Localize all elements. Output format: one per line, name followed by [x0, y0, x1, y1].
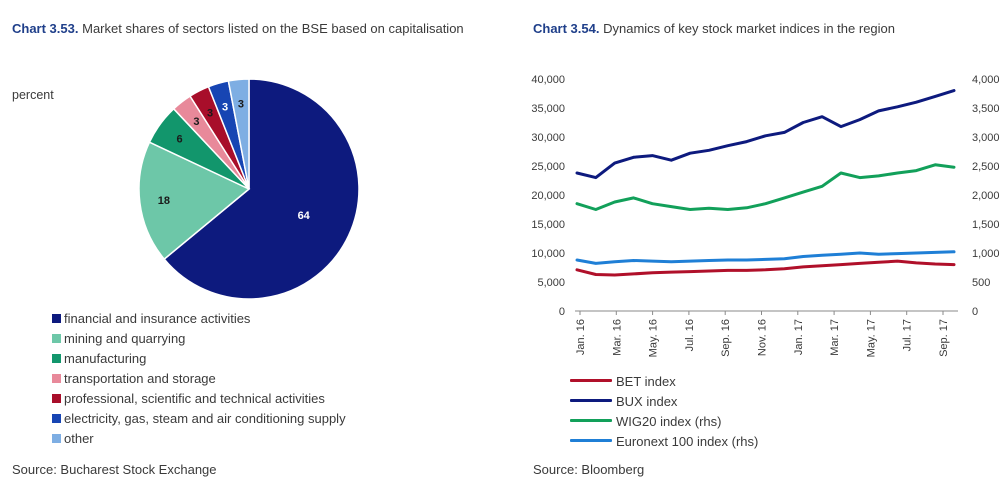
chart-number: Chart 3.54.	[533, 21, 600, 36]
series-line	[575, 89, 956, 180]
legend-swatch	[52, 334, 61, 343]
legend-item: WIG20 index (rhs)	[570, 412, 758, 432]
pie-slice	[163, 78, 360, 300]
y-right-tick-label: 3,000	[972, 132, 1000, 144]
x-tick-label: Jan. 17	[793, 319, 805, 355]
series-line	[575, 250, 956, 265]
pie-legend: financial and insurance activities mining…	[52, 309, 346, 449]
x-tick-label: Jul. 16	[684, 319, 696, 351]
legend-swatch	[52, 374, 61, 383]
x-tick-label: Nov. 16	[757, 319, 769, 356]
chart-panel-index-dynamics: Chart 3.54. Dynamics of key stock market…	[515, 0, 1000, 481]
y-right-tick-label: 1,500	[972, 219, 1000, 231]
legend-swatch	[570, 399, 612, 402]
y-right-tick-label: 0	[972, 306, 978, 318]
y-left-tick-label: 40,000	[531, 74, 565, 86]
y-left-tick-label: 0	[559, 306, 565, 318]
legend-label: mining and quarrying	[64, 331, 186, 346]
x-tick-label: Jul. 17	[902, 319, 914, 351]
legend-item: Euronext 100 index (rhs)	[570, 432, 758, 452]
legend-swatch	[52, 314, 61, 323]
x-tick-label: Sep. 17	[938, 319, 950, 357]
legend-item: financial and insurance activities	[52, 309, 346, 329]
legend-item: BUX index	[570, 392, 758, 412]
legend-swatch	[52, 434, 61, 443]
chart-title-text: Market shares of sectors listed on the B…	[82, 21, 464, 36]
pie-slice-label: 3	[193, 116, 199, 128]
series-line	[575, 163, 956, 211]
y-right-tick-label: 1,000	[972, 248, 1000, 260]
y-left-tick-label: 20,000	[531, 190, 565, 202]
pie-slice-label: 18	[158, 195, 170, 207]
legend-label: other	[64, 431, 94, 446]
legend-item: transportation and storage	[52, 369, 346, 389]
chart-title: Chart 3.54. Dynamics of key stock market…	[533, 20, 895, 37]
chart-title: Chart 3.53. Market shares of sectors lis…	[12, 20, 464, 37]
pie-slice	[227, 78, 250, 190]
legend-item: other	[52, 429, 346, 449]
chart-source: Source: Bucharest Stock Exchange	[12, 462, 217, 477]
y-left-tick-label: 15,000	[531, 219, 565, 231]
legend-label: BUX index	[616, 394, 678, 409]
legend-label: WIG20 index (rhs)	[616, 414, 722, 429]
pie-slice	[138, 141, 251, 261]
x-tick-label: Mar. 16	[611, 319, 623, 356]
legend-swatch	[570, 379, 612, 382]
legend-swatch	[570, 419, 612, 422]
line-legend: BET index BUX index WIG20 index (rhs) Euron…	[570, 372, 758, 452]
chart-unit-label: percent	[12, 88, 54, 102]
x-tick-label: Sep. 16	[720, 319, 732, 357]
y-right-tick-label: 3,500	[972, 103, 1000, 115]
legend-label: financial and insurance activities	[64, 311, 251, 326]
y-left-tick-label: 5,000	[537, 277, 565, 289]
chart-number: Chart 3.53.	[12, 21, 79, 36]
legend-label: manufacturing	[64, 351, 147, 366]
legend-swatch	[570, 439, 612, 442]
chart-panel-sector-shares: Chart 3.53. Market shares of sectors lis…	[0, 0, 495, 481]
legend-item: BET index	[570, 372, 758, 392]
pie-slice-label: 3	[238, 99, 244, 111]
x-tick-label: Mar. 17	[829, 319, 841, 356]
legend-label: BET index	[616, 374, 676, 389]
series-line	[575, 259, 956, 277]
y-right-tick-label: 2,000	[972, 190, 1000, 202]
legend-label: electricity, gas, steam and air conditio…	[64, 411, 346, 426]
legend-swatch	[52, 354, 61, 363]
legend-item: manufacturing	[52, 349, 346, 369]
pie-slice-label: 64	[298, 210, 311, 222]
y-left-tick-label: 30,000	[531, 132, 565, 144]
legend-item: professional, scientific and technical a…	[52, 389, 346, 409]
pie-slice-label: 3	[222, 102, 228, 114]
y-right-tick-label: 2,500	[972, 161, 1000, 173]
y-left-tick-label: 35,000	[531, 103, 565, 115]
y-left-tick-label: 10,000	[531, 248, 565, 260]
chart-title-text: Dynamics of key stock market indices in …	[603, 21, 896, 36]
legend-item: mining and quarrying	[52, 329, 346, 349]
y-right-tick-label: 4,000	[972, 74, 1000, 86]
legend-item: electricity, gas, steam and air conditio…	[52, 409, 346, 429]
legend-label: Euronext 100 index (rhs)	[616, 434, 759, 449]
y-left-tick-label: 25,000	[531, 161, 565, 173]
x-tick-label: May. 17	[865, 319, 877, 357]
pie-slice-label: 6	[177, 134, 183, 146]
pie-slice-label: 3	[207, 108, 213, 120]
line-chart: 0 5,000 10,000 15,000 20,000 25,000 30,000 35,0…	[531, 74, 1000, 357]
legend-label: transportation and storage	[64, 371, 216, 386]
legend-swatch	[52, 394, 61, 403]
y-right-tick-label: 500	[972, 277, 990, 289]
x-tick-label: Jan. 16	[575, 319, 587, 355]
chart-source: Source: Bloomberg	[533, 462, 645, 477]
legend-label: professional, scientific and technical a…	[64, 391, 325, 406]
legend-swatch	[52, 414, 61, 423]
x-tick-label: May. 16	[648, 319, 660, 357]
